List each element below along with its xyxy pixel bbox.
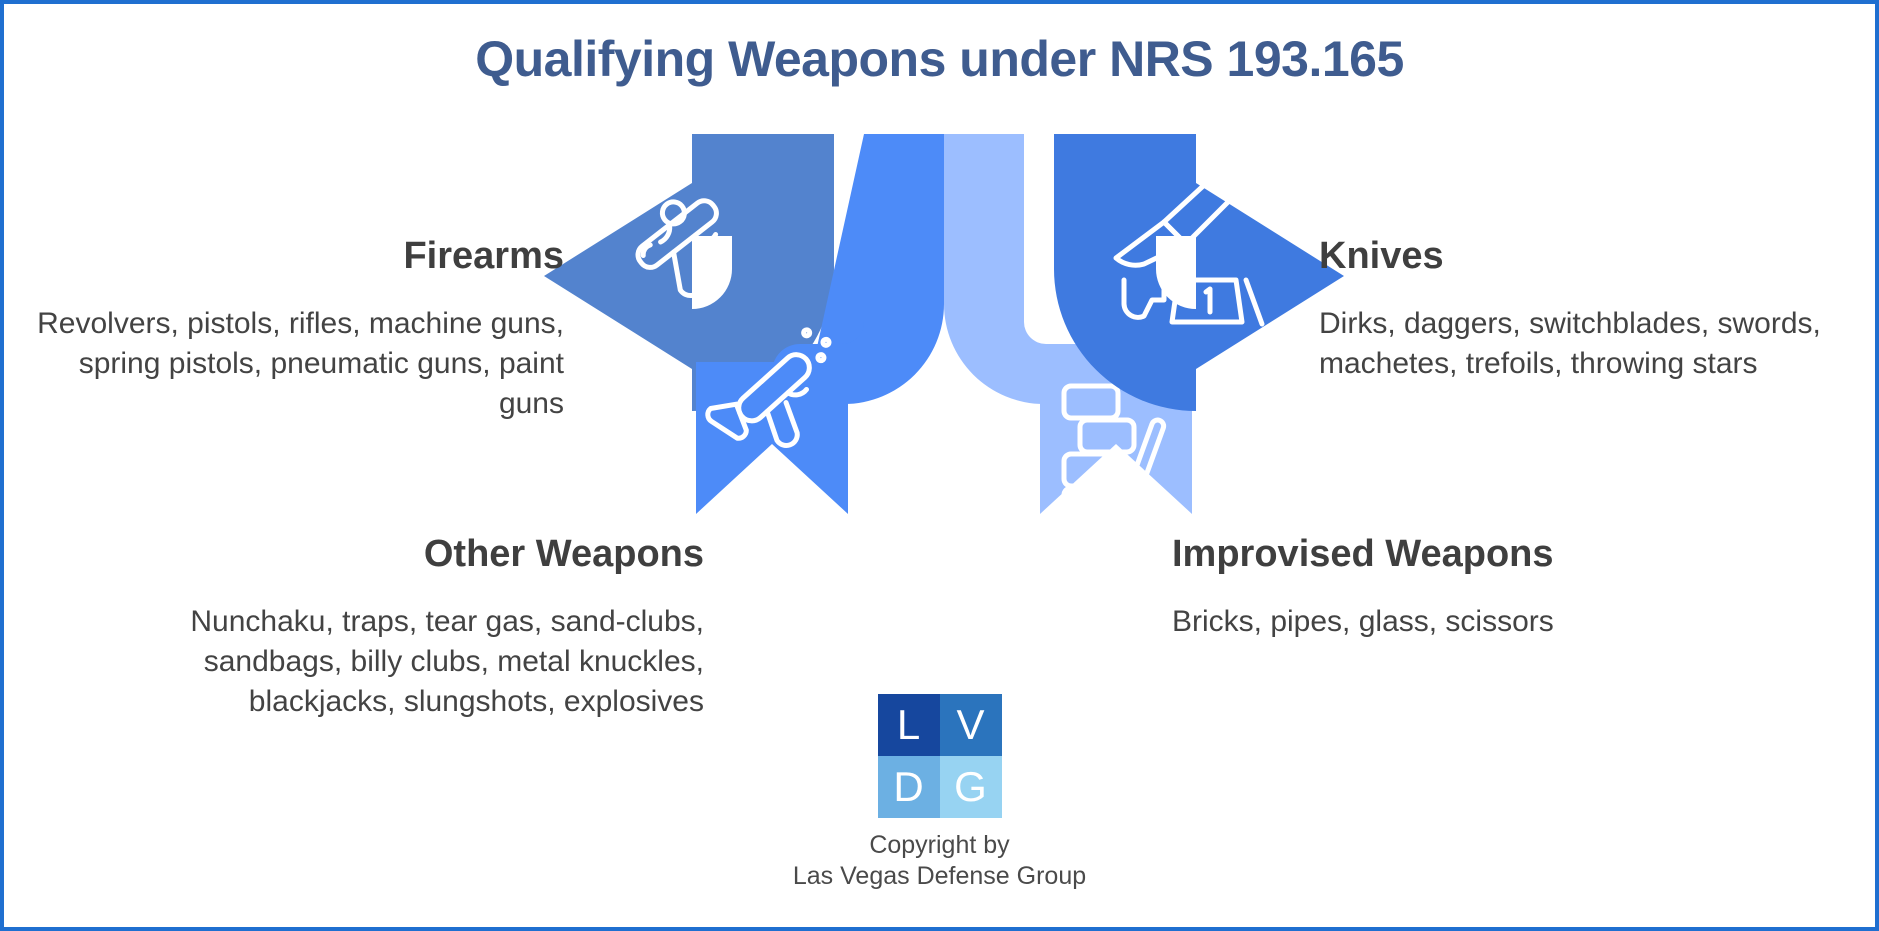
other-weapons-body: Nunchaku, traps, tear gas, sand-clubs, s… bbox=[190, 604, 704, 718]
arrow-diagram bbox=[524, 124, 1364, 554]
arrow-other-head bbox=[696, 362, 848, 514]
arrow-knives bbox=[1054, 134, 1344, 411]
spray-gun-icon bbox=[705, 327, 832, 448]
logo-letter-v: V bbox=[939, 694, 1002, 756]
category-improvised-weapons: Improvised Weapons Bricks, pipes, glass,… bbox=[1172, 533, 1772, 642]
footer: L V D G Copyright by Las Vegas Defense G… bbox=[4, 694, 1875, 893]
improvised-weapons-body: Bricks, pipes, glass, scissors bbox=[1172, 604, 1554, 638]
category-other-weapons: Other Weapons Nunchaku, traps, tear gas,… bbox=[104, 533, 704, 721]
firearms-body: Revolvers, pistols, rifles, machine guns… bbox=[37, 306, 564, 420]
copyright-text: Copyright by Las Vegas Defense Group bbox=[793, 830, 1086, 893]
page-title: Qualifying Weapons under NRS 193.165 bbox=[475, 31, 1404, 87]
improvised-weapons-heading: Improvised Weapons bbox=[1172, 533, 1554, 575]
knife-icon bbox=[1113, 169, 1265, 327]
category-firearms: Firearms Revolvers, pistols, rifles, mac… bbox=[24, 235, 564, 423]
arrow-other bbox=[696, 134, 944, 514]
arrow-knives-shape bbox=[1054, 134, 1344, 411]
category-knives: Knives Dirks, daggers, switchblades, swo… bbox=[1319, 235, 1864, 384]
copyright-line-1: Copyright by bbox=[869, 831, 1010, 859]
lvdg-logo: L V D G bbox=[877, 694, 1002, 818]
firearms-heading: Firearms bbox=[403, 235, 564, 277]
other-weapons-heading: Other Weapons bbox=[423, 533, 704, 575]
logo-letter-d: D bbox=[877, 756, 940, 818]
arrow-firearms bbox=[544, 134, 834, 411]
knives-heading: Knives bbox=[1319, 235, 1444, 277]
bricks-trowel-icon bbox=[1061, 383, 1167, 523]
logo-letter-l: L bbox=[877, 694, 940, 756]
copyright-line-2: Las Vegas Defense Group bbox=[792, 862, 1087, 891]
arrow-firearms-shape bbox=[544, 134, 834, 411]
logo-letter-g: G bbox=[939, 756, 1002, 818]
knives-body: Dirks, daggers, switchblades, swords, ma… bbox=[1319, 306, 1821, 380]
revolver-icon bbox=[635, 198, 719, 298]
